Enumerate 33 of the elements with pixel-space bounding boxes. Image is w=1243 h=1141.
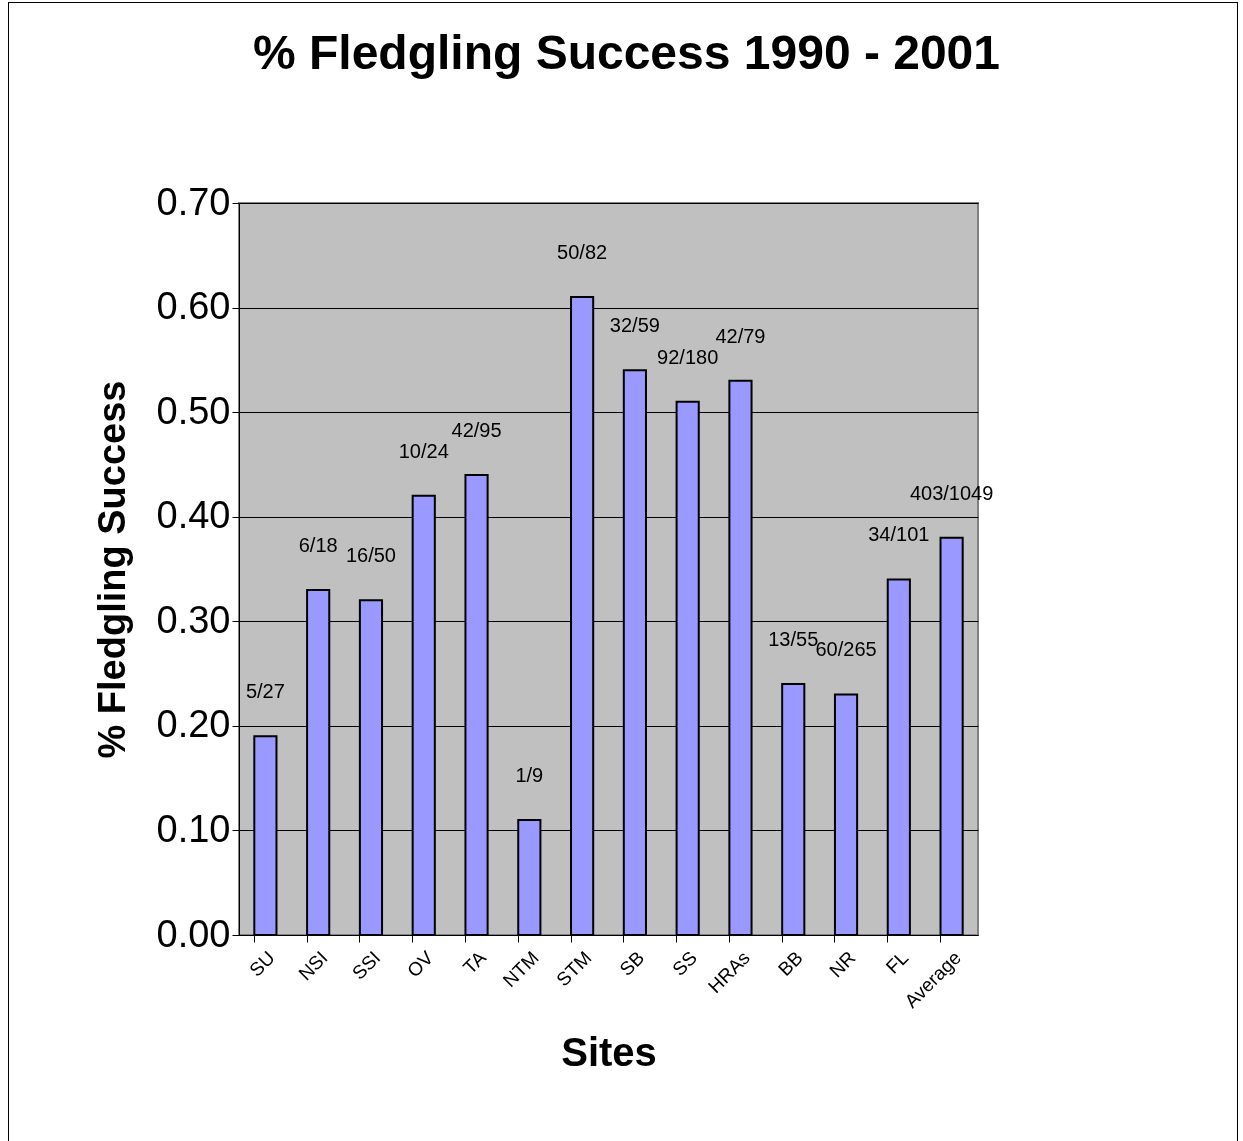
x-tick-label: NSI <box>294 947 332 985</box>
y-tick-label: 0.10 <box>156 807 231 850</box>
chart-title: % Fledgling Success 1990 - 2001 <box>252 26 1001 79</box>
y-tick-label: 0.30 <box>156 598 231 641</box>
x-tick-label: NR <box>825 947 860 982</box>
data-label: 42/95 <box>451 418 502 441</box>
y-tick-label: 0.60 <box>156 285 231 328</box>
x-tick-label: SS <box>668 947 702 980</box>
data-label: 42/79 <box>715 324 766 347</box>
x-tick-label: TA <box>458 946 491 979</box>
data-label: 34/101 <box>868 523 930 546</box>
y-tick-label: 0.70 <box>156 180 231 223</box>
x-axis-title: Sites <box>561 1029 657 1074</box>
data-label: 32/59 <box>609 314 660 337</box>
data-label: 403/1049 <box>909 481 994 504</box>
x-tick-label: OV <box>402 946 438 982</box>
y-axis-title: % Fledgling Success <box>90 380 133 759</box>
data-label: 5/27 <box>245 680 285 703</box>
y-tick-label: 0.50 <box>156 389 231 432</box>
x-tick-label: SSI <box>347 947 385 984</box>
data-label: 16/50 <box>345 544 396 567</box>
x-tick-label: FL <box>881 947 913 978</box>
y-tick-label: 0.00 <box>156 912 231 955</box>
x-tick-label: SU <box>245 947 279 981</box>
data-label: 6/18 <box>298 533 338 556</box>
data-label: 10/24 <box>398 439 449 462</box>
y-tick-label: 0.40 <box>156 494 231 537</box>
data-label: 92/180 <box>657 345 719 368</box>
y-tick-label: 0.20 <box>156 703 231 746</box>
data-label: 50/82 <box>557 241 608 264</box>
data-label: 1/9 <box>515 763 544 786</box>
x-tick-label: BB <box>773 947 807 980</box>
x-tick-label: SB <box>615 947 649 980</box>
